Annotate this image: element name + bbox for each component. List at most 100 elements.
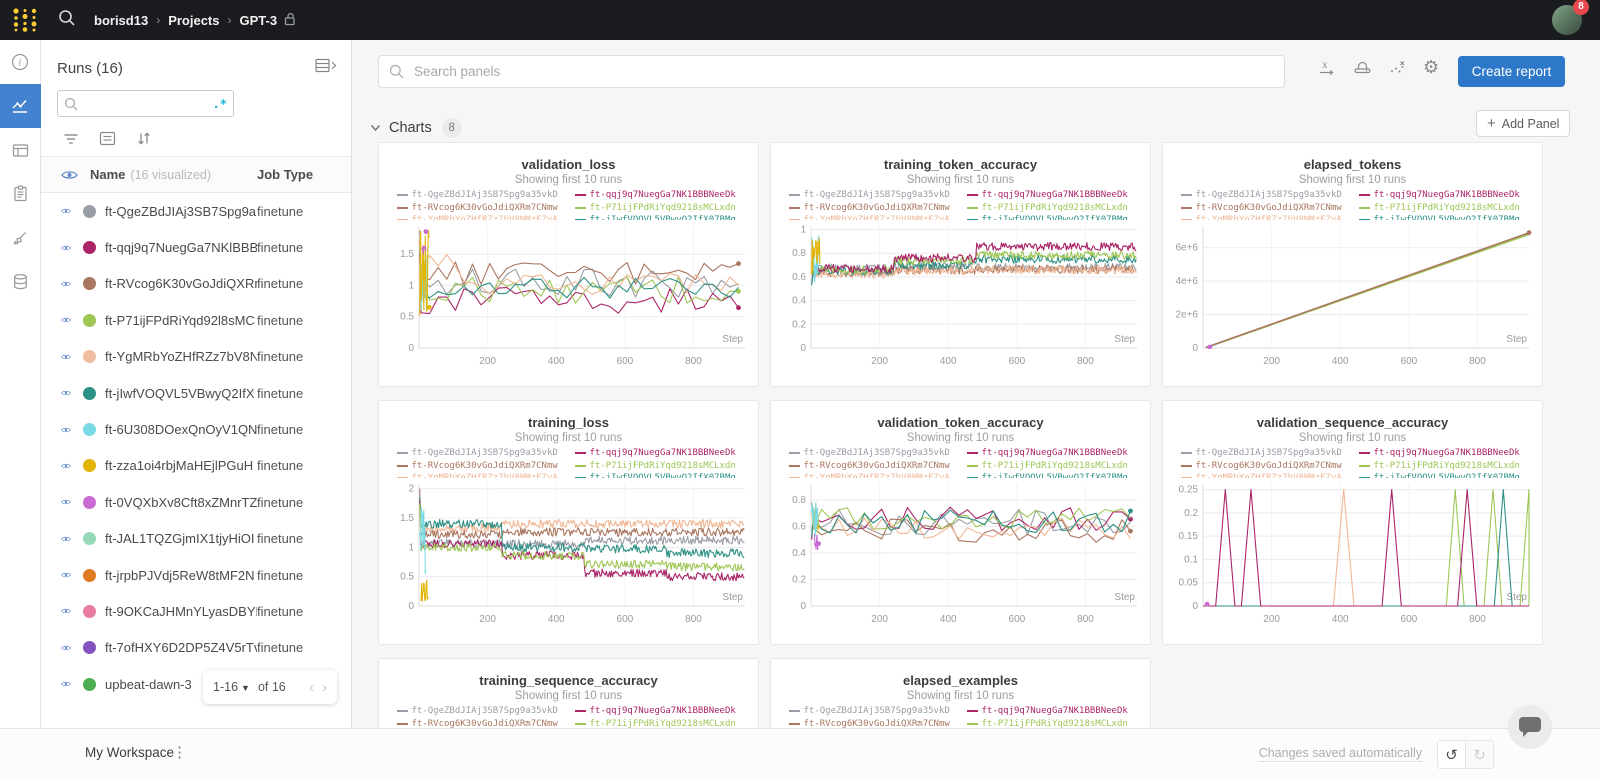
run-row[interactable]: ft-zza1oi4rbjMaHEjlPGuH finetune [41,448,351,484]
kebab-menu-icon[interactable]: ⋮ [172,744,187,761]
outliers-icon[interactable] [1389,59,1406,75]
run-name[interactable]: ft-RVcog6K30vGoJdiQXRm [105,276,257,292]
run-name[interactable]: ft-jrpbPJVdj5ReW8tMF2N [105,567,255,583]
rail-table-item[interactable] [0,128,41,172]
chart-title: training_sequence_accuracy [479,673,658,688]
eye-icon[interactable] [61,169,78,181]
run-name[interactable]: ft-6U308DOexQnOyV1QN [105,422,257,438]
pagination-next-icon[interactable]: › [322,678,327,696]
run-row[interactable]: ft-JAL1TQZGjmIX1tjyHiOI finetune [41,521,351,557]
run-row[interactable]: ft-9OKCaJHMnYLyasDBYF finetune [41,593,351,629]
run-name[interactable]: ft-zza1oi4rbjMaHEjlPGuH [105,458,254,474]
chart-plot[interactable]: 0 0.5 1 1.5 2 200 400 600 800 Step [385,480,753,630]
chart-panel-validation_loss[interactable]: validation_loss Showing first 10 runs ft-Q… [378,142,759,387]
eye-icon[interactable] [61,678,71,690]
x-axis-settings-icon[interactable]: x [1318,59,1336,76]
chart-panel-validation_sequence_accuracy[interactable]: validation_sequence_accuracy Showing firs… [1162,400,1543,645]
pagination-prev-icon[interactable]: ‹ [309,678,314,696]
legend-dash [1180,206,1192,209]
job-type-column-header[interactable]: Job Type [257,167,314,182]
legend-dash [788,219,800,220]
eye-icon[interactable] [61,460,71,472]
run-name[interactable]: ft-qqj9q7NuegGa7NKlBBB [105,240,257,256]
chart-panel-training_token_accuracy[interactable]: training_token_accuracy Showing first 10 … [770,142,1151,387]
breadcrumb-section[interactable]: Projects [168,12,220,28]
settings-gear-icon[interactable]: ⚙ [1423,57,1440,77]
group-icon[interactable] [99,131,116,146]
chart-panel-training_sequence_accuracy[interactable]: training_sequence_accuracy Showing first … [378,658,759,728]
run-row[interactable]: ft-jIwfVOQVL5VBwyQ2IfX finetune [41,375,351,411]
wandb-logo[interactable] [10,7,40,33]
eye-icon[interactable] [61,496,71,508]
workspace-selector[interactable]: My Workspace [85,745,175,760]
eye-icon[interactable] [61,569,71,581]
svg-text:0.4: 0.4 [792,296,806,307]
runs-search-input[interactable] [83,95,213,112]
eye-icon[interactable] [61,351,71,363]
run-row[interactable]: ft-7ofHXY6D2DP5Z4V5rTv finetune [41,630,351,666]
breadcrumb-project[interactable]: GPT-3 [239,12,278,28]
run-name[interactable]: ft-0VQXbXv8Cft8xZMnrTZ [105,494,257,510]
eye-icon[interactable] [61,605,71,617]
run-row[interactable]: ft-RVcog6K30vGoJdiQXRm finetune [41,266,351,302]
eye-icon[interactable] [61,242,71,254]
run-job-type: finetune [257,422,304,438]
rail-charts-item[interactable] [0,84,41,128]
notification-badge[interactable]: 8 [1573,0,1589,15]
run-name[interactable]: ft-7ofHXY6D2DP5Z4V5rTv [105,640,257,656]
run-name[interactable]: ft-QgeZBdJIAj3SB7Spg9a [105,203,257,219]
chart-plot[interactable]: 0 0.5 1 1.5 200 400 600 800 Step [385,222,753,372]
run-name[interactable]: ft-9OKCaJHMnYLyasDBYF [105,603,257,619]
global-search-icon[interactable] [58,9,76,32]
pagination-range[interactable]: 1-16 [213,680,239,694]
chart-panel-elapsed_examples[interactable]: elapsed_examples Showing first 10 runs ft-… [770,658,1151,728]
run-row[interactable]: ft-YgMRbYoZHfRZz7bV8NM finetune [41,339,351,375]
expand-table-icon[interactable] [315,58,337,78]
redo-button[interactable]: ↻ [1465,740,1494,769]
eye-icon[interactable] [61,387,71,399]
name-column-header[interactable]: Name [90,167,126,182]
panel-bank-icon[interactable] [1353,59,1372,75]
chart-plot[interactable]: 0 0.2 0.4 0.6 0.8 1 200 400 600 800 Step [777,222,1145,372]
run-row[interactable]: ft-P71ijFPdRiYqd92l8sMC finetune [41,302,351,338]
eye-icon[interactable] [61,642,71,654]
create-report-button[interactable]: Create report [1458,56,1565,87]
run-name[interactable]: ft-jIwfVOQVL5VBwyQ2IfX [105,385,255,401]
run-row[interactable]: ft-jrpbPJVdj5ReW8tMF2N finetune [41,557,351,593]
regex-toggle[interactable]: .* [212,96,227,111]
run-name[interactable]: ft-YgMRbYoZHfRZz7bV8NM [105,349,257,365]
rail-artifacts-item[interactable] [0,260,41,304]
eye-icon[interactable] [61,533,71,545]
rail-sweeps-item[interactable] [0,216,41,260]
chart-panel-elapsed_tokens[interactable]: elapsed_tokens Showing first 10 runs ft-Qg… [1162,142,1543,387]
filter-icon[interactable] [63,132,79,146]
run-row[interactable]: ft-qqj9q7NuegGa7NKlBBB finetune [41,229,351,265]
sort-icon[interactable] [136,131,152,146]
undo-button[interactable]: ↺ [1437,740,1466,769]
breadcrumb-user[interactable]: borisd13 [94,12,149,28]
run-row[interactable]: ft-6U308DOexQnOyV1QN finetune [41,411,351,447]
add-panel-button[interactable]: + Add Panel [1476,110,1571,137]
run-job-type: finetune [257,312,304,328]
chart-panel-validation_token_accuracy[interactable]: validation_token_accuracy Showing first 1… [770,400,1151,645]
run-name[interactable]: ft-JAL1TQZGjmIX1tjyHiOI [105,531,255,547]
run-name[interactable]: upbeat-dawn-3 [105,676,192,692]
eye-icon[interactable] [61,278,71,290]
eye-icon[interactable] [61,205,71,217]
panel-search-input[interactable] [412,63,1274,80]
run-name[interactable]: ft-P71ijFPdRiYqd92l8sMC [105,312,255,328]
eye-icon[interactable] [61,314,71,326]
run-row[interactable]: ft-0VQXbXv8Cft8xZMnrTZ finetune [41,484,351,520]
chart-plot[interactable]: 0 0.2 0.4 0.6 0.8 200 400 600 800 Step [777,480,1145,630]
charts-section-title[interactable]: Charts [389,120,432,136]
rail-overview-item[interactable]: i [0,40,41,84]
chart-plot[interactable]: 0 2e+6 4e+6 6e+6 200 400 600 800 Step [1169,222,1537,372]
rail-logs-item[interactable] [0,172,41,216]
eye-icon[interactable] [61,424,71,436]
chart-panel-training_loss[interactable]: training_loss Showing first 10 runs ft-Qge… [378,400,759,645]
chart-plot[interactable]: 0 0.05 0.1 0.15 0.2 0.25 200 400 600 800 Step [1169,480,1537,630]
run-row[interactable]: ft-QgeZBdJIAj3SB7Spg9a finetune [41,193,351,229]
chat-button[interactable] [1508,705,1552,749]
pagination-caret-icon[interactable]: ▼ [241,683,250,693]
chevron-down-icon[interactable] [370,124,381,132]
